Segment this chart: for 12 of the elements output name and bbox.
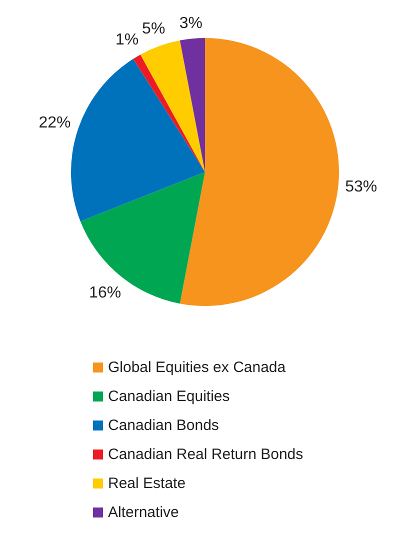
legend-label: Canadian Equities <box>108 388 230 405</box>
legend-label: Alternative <box>108 504 179 521</box>
data-label: 22% <box>38 114 71 132</box>
legend-label: Real Estate <box>108 475 186 492</box>
data-label: 53% <box>345 178 378 196</box>
data-label: 16% <box>89 284 122 302</box>
legend-label: Canadian Real Return Bonds <box>108 446 304 463</box>
data-label: 5% <box>142 20 166 38</box>
data-label: 3% <box>179 15 203 32</box>
legend-label: Canadian Bonds <box>108 417 219 434</box>
legend-label: Global Equities ex Canada <box>108 359 286 376</box>
data-label: 1% <box>115 32 139 49</box>
